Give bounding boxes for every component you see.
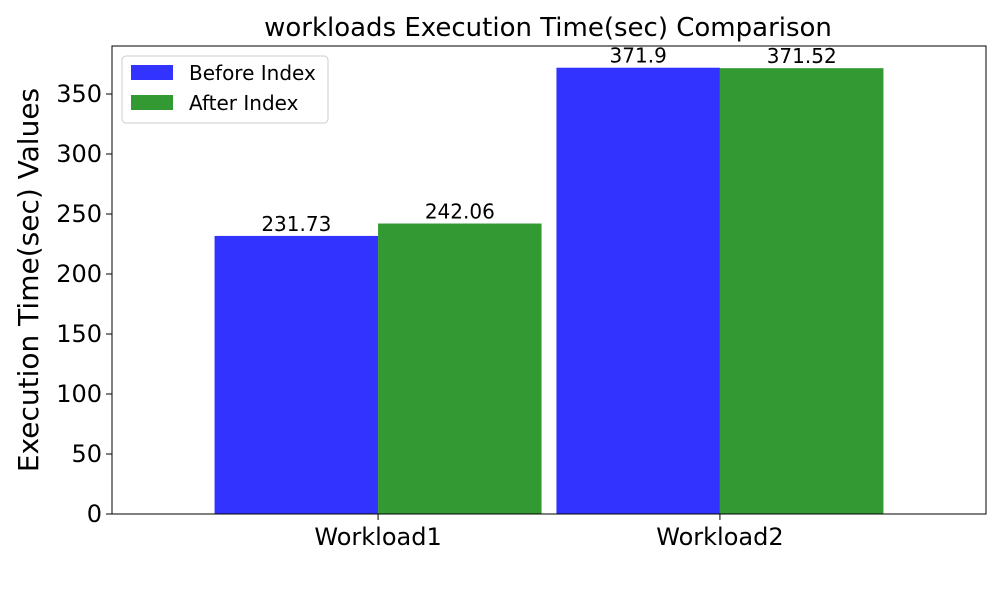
bar-workload1-series1	[378, 223, 542, 514]
y-tick-label: 100	[56, 380, 102, 408]
x-tick-label: Workload2	[656, 523, 783, 551]
legend-label: After Index	[189, 91, 299, 115]
y-tick-label: 350	[56, 80, 102, 108]
y-tick-label: 200	[56, 260, 102, 288]
bars-group	[214, 67, 884, 515]
legend: Before Index After Index	[121, 55, 329, 124]
bar-workload2-series0	[556, 67, 720, 514]
legend-swatch	[131, 95, 173, 110]
data-labels-group: 231.73 242.06 371.9 371.52	[261, 44, 836, 236]
y-tick-label: 150	[56, 320, 102, 348]
y-tick-label: 250	[56, 200, 102, 228]
legend-box	[121, 55, 329, 124]
legend-label: Before Index	[189, 61, 316, 85]
plot-frame	[111, 45, 987, 515]
bar-workload2-series1	[719, 68, 884, 515]
data-label: 242.06	[425, 200, 495, 224]
legend-swatch	[131, 65, 173, 80]
data-label: 371.9	[610, 44, 667, 68]
y-tick-label: 300	[56, 140, 102, 168]
y-tick-label: 0	[87, 500, 102, 528]
data-label: 371.52	[767, 44, 837, 68]
y-axis-ticks: 0 50 100 150 200 250 300 350	[56, 80, 112, 528]
chart-title: workloads Execution Time(sec) Comparison	[264, 13, 832, 43]
y-axis-label: Execution Time(sec) Values	[12, 88, 45, 472]
y-tick-label: 50	[71, 440, 102, 468]
x-tick-label: Workload1	[314, 523, 441, 551]
data-label: 231.73	[261, 212, 331, 236]
bar-workload1-series0	[214, 235, 379, 514]
x-axis-ticks: Workload1 Workload2	[314, 514, 784, 551]
